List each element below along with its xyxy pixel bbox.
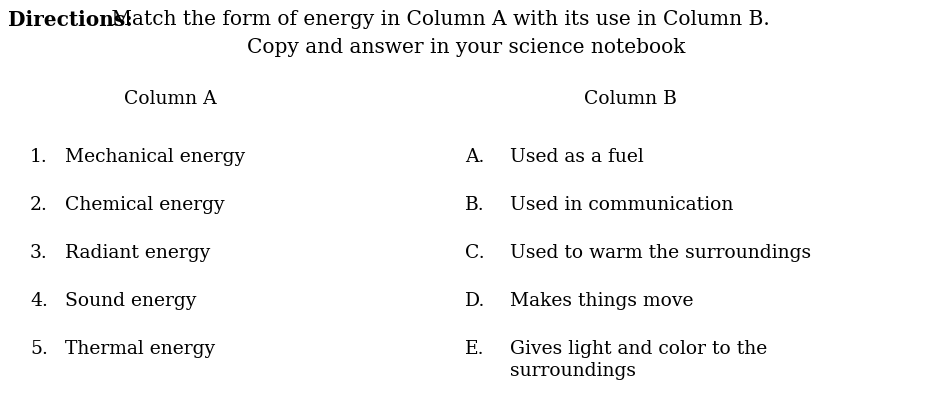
Text: D.: D. <box>465 292 485 310</box>
Text: 3.: 3. <box>30 244 48 262</box>
Text: A.: A. <box>465 148 484 166</box>
Text: Mechanical energy: Mechanical energy <box>65 148 245 166</box>
Text: 4.: 4. <box>30 292 48 310</box>
Text: B.: B. <box>465 196 484 214</box>
Text: Radiant energy: Radiant energy <box>65 244 210 262</box>
Text: Chemical energy: Chemical energy <box>65 196 225 214</box>
Text: 1.: 1. <box>30 148 48 166</box>
Text: 5.: 5. <box>30 340 48 358</box>
Text: Column B: Column B <box>583 90 676 108</box>
Text: surroundings: surroundings <box>510 362 636 380</box>
Text: Copy and answer in your science notebook: Copy and answer in your science notebook <box>247 38 686 57</box>
Text: E.: E. <box>465 340 484 358</box>
Text: Gives light and color to the: Gives light and color to the <box>510 340 767 358</box>
Text: C.: C. <box>465 244 484 262</box>
Text: Used as a fuel: Used as a fuel <box>510 148 644 166</box>
Text: 2.: 2. <box>30 196 48 214</box>
Text: Thermal energy: Thermal energy <box>65 340 216 358</box>
Text: Directions:: Directions: <box>8 10 132 30</box>
Text: Match the form of energy in Column A with its use in Column B.: Match the form of energy in Column A wit… <box>105 10 770 29</box>
Text: Used to warm the surroundings: Used to warm the surroundings <box>510 244 811 262</box>
Text: Used in communication: Used in communication <box>510 196 733 214</box>
Text: Sound energy: Sound energy <box>65 292 196 310</box>
Text: Column A: Column A <box>124 90 216 108</box>
Text: Makes things move: Makes things move <box>510 292 693 310</box>
